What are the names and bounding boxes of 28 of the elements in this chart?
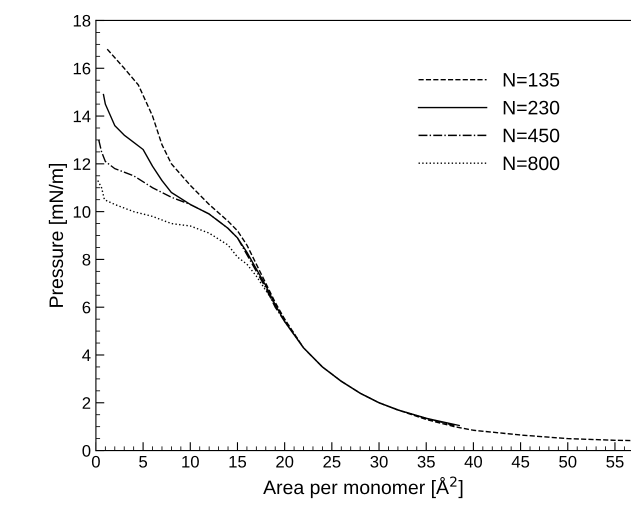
x-tick-label: 15 — [229, 456, 246, 468]
x-axis-title: Area per monomer [Å$^{2}$] — [263, 476, 462, 498]
y-tick-label: 6 — [82, 302, 90, 314]
y-tick-label: 12 — [74, 158, 90, 170]
x-tick-label: 35 — [418, 456, 435, 468]
x-tick-label: 40 — [464, 456, 482, 468]
y-axis-title: Pressure [mN/m] — [48, 164, 67, 307]
x-tick-label: 25 — [323, 456, 340, 468]
y-tick-label: 2 — [82, 397, 90, 409]
legend-label: N=135 — [504, 72, 560, 87]
x-tick-label: 50 — [559, 456, 576, 468]
x-tick-label: 30 — [370, 456, 388, 468]
x-tick-label: 55 — [606, 456, 624, 468]
y-tick-label: 10 — [74, 206, 90, 218]
y-tick-label: 8 — [82, 254, 90, 266]
y-tick-label: 14 — [74, 110, 91, 122]
y-tick-label: 18 — [74, 14, 90, 27]
x-tick-label: 5 — [139, 456, 148, 468]
x-tick-label: 0 — [92, 456, 100, 468]
x-tick-label: 10 — [182, 456, 199, 468]
x-tick-label: 45 — [512, 456, 530, 468]
legend-label: N=230 — [504, 100, 560, 115]
y-tick-label: 0 — [82, 444, 90, 457]
x-tick-label: 20 — [276, 456, 294, 468]
legend-label: N=800 — [504, 156, 560, 170]
y-tick-label: 16 — [74, 62, 90, 74]
y-tick-label: 4 — [82, 350, 91, 362]
legend-label: N=450 — [504, 128, 560, 142]
